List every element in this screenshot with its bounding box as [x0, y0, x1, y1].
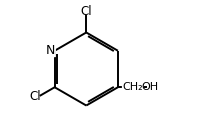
Text: OH: OH [140, 82, 157, 92]
Text: Cl: Cl [80, 5, 92, 18]
Text: N: N [46, 44, 55, 57]
Text: CH₂: CH₂ [122, 82, 142, 92]
Text: Cl: Cl [30, 90, 41, 103]
